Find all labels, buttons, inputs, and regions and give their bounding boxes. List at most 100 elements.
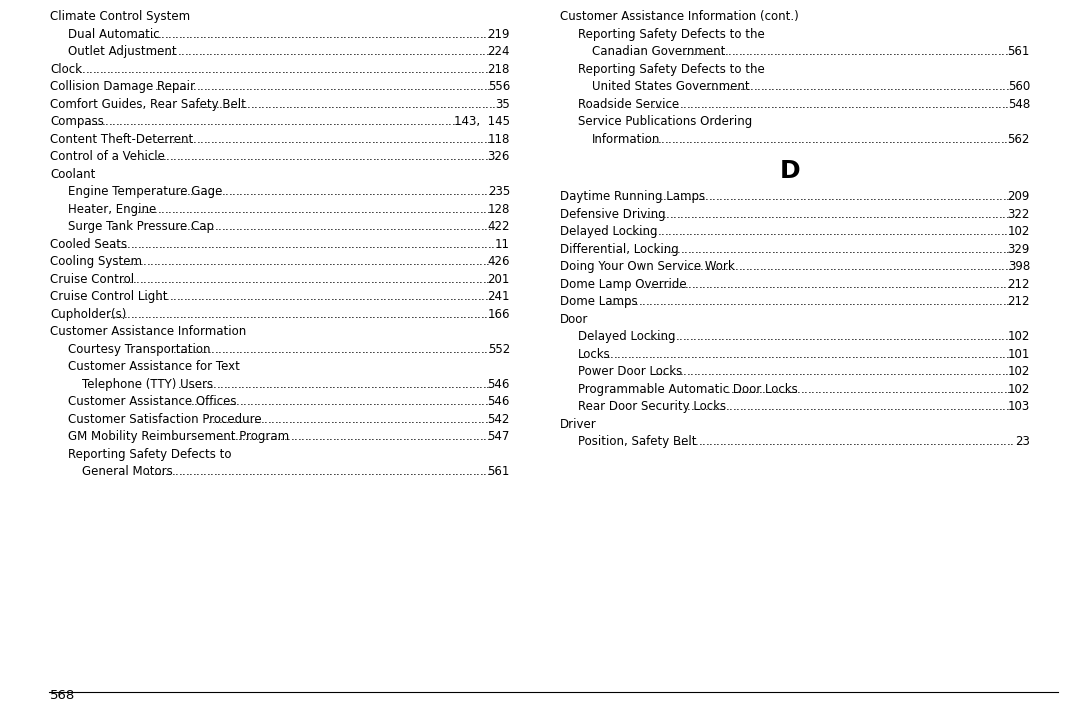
Text: .: . — [249, 185, 254, 198]
Text: .: . — [401, 97, 405, 110]
Text: .: . — [441, 255, 444, 268]
Text: .: . — [474, 343, 477, 356]
Text: .: . — [301, 430, 305, 443]
Text: .: . — [694, 436, 699, 449]
Text: .: . — [480, 202, 483, 215]
Text: .: . — [852, 190, 855, 203]
Text: .: . — [411, 63, 415, 76]
Text: .: . — [309, 220, 313, 233]
Text: .: . — [929, 243, 932, 256]
Text: .: . — [296, 413, 299, 426]
Text: .: . — [214, 27, 217, 40]
Text: .: . — [915, 295, 919, 308]
Text: .: . — [122, 255, 125, 268]
Text: .: . — [644, 225, 647, 238]
Text: .: . — [99, 63, 104, 76]
Text: .: . — [910, 45, 914, 58]
Text: .: . — [718, 97, 721, 110]
Text: .: . — [684, 243, 688, 256]
Text: .: . — [416, 45, 419, 58]
Text: .: . — [202, 377, 206, 390]
Text: .: . — [829, 132, 833, 145]
Text: .: . — [434, 465, 437, 478]
Text: .: . — [732, 400, 737, 413]
Text: .: . — [480, 465, 483, 478]
Text: .: . — [918, 243, 922, 256]
Text: .: . — [285, 343, 288, 356]
Text: .: . — [730, 295, 733, 308]
Text: .: . — [750, 97, 754, 110]
Text: .: . — [799, 208, 802, 221]
Text: .: . — [417, 202, 420, 215]
Text: .: . — [190, 395, 194, 408]
Text: .: . — [786, 383, 791, 396]
Text: .: . — [775, 436, 779, 449]
Text: .: . — [166, 63, 170, 76]
Text: .: . — [247, 97, 251, 110]
Text: .: . — [224, 465, 228, 478]
Text: .: . — [270, 307, 274, 320]
Text: .: . — [215, 395, 218, 408]
Text: .: . — [419, 377, 423, 390]
Text: .: . — [918, 400, 922, 413]
Text: .: . — [994, 45, 998, 58]
Text: .: . — [837, 365, 841, 378]
Text: .: . — [400, 307, 404, 320]
Text: .: . — [153, 272, 157, 286]
Text: .: . — [904, 243, 908, 256]
Text: .: . — [743, 190, 747, 203]
Text: .: . — [471, 413, 474, 426]
Text: Customer Assistance Information: Customer Assistance Information — [50, 325, 246, 338]
Text: .: . — [268, 395, 271, 408]
Text: .: . — [771, 190, 775, 203]
Text: .: . — [325, 27, 329, 40]
Text: .: . — [642, 348, 646, 361]
Text: .: . — [355, 97, 360, 110]
Text: .: . — [418, 395, 421, 408]
Text: .: . — [136, 27, 140, 40]
Text: .: . — [697, 330, 700, 343]
Text: .: . — [956, 260, 959, 274]
Text: .: . — [932, 190, 936, 203]
Text: .: . — [875, 330, 878, 343]
Text: .: . — [447, 45, 450, 58]
Text: .: . — [798, 330, 801, 343]
Text: .: . — [461, 272, 465, 286]
Text: .: . — [699, 278, 702, 291]
Text: .: . — [432, 97, 436, 110]
Text: .: . — [335, 377, 339, 390]
Text: .: . — [488, 185, 491, 198]
Text: .: . — [820, 208, 824, 221]
Text: .: . — [686, 132, 689, 145]
Text: .: . — [117, 307, 120, 320]
Text: .: . — [687, 97, 690, 110]
Text: .: . — [274, 307, 278, 320]
Text: .: . — [796, 400, 799, 413]
Text: .: . — [201, 238, 204, 251]
Text: .: . — [283, 377, 286, 390]
Text: .: . — [353, 430, 357, 443]
Text: .: . — [455, 430, 459, 443]
Text: .: . — [834, 208, 838, 221]
Text: .: . — [649, 278, 653, 291]
Text: .: . — [417, 132, 421, 145]
Text: .: . — [449, 395, 454, 408]
Text: .: . — [970, 45, 973, 58]
Text: .: . — [861, 225, 864, 238]
Text: .: . — [176, 185, 180, 198]
Text: .: . — [477, 343, 481, 356]
Text: .: . — [406, 430, 409, 443]
Text: .: . — [795, 45, 798, 58]
Text: .: . — [941, 225, 945, 238]
Text: .: . — [212, 290, 215, 303]
Text: .: . — [781, 365, 785, 378]
Text: .: . — [786, 436, 789, 449]
Text: .: . — [347, 132, 351, 145]
Text: .: . — [852, 295, 856, 308]
Text: .: . — [922, 295, 926, 308]
Text: .: . — [715, 348, 719, 361]
Text: .: . — [463, 185, 467, 198]
Text: .: . — [470, 343, 474, 356]
Text: .: . — [152, 63, 156, 76]
Text: .: . — [990, 132, 994, 145]
